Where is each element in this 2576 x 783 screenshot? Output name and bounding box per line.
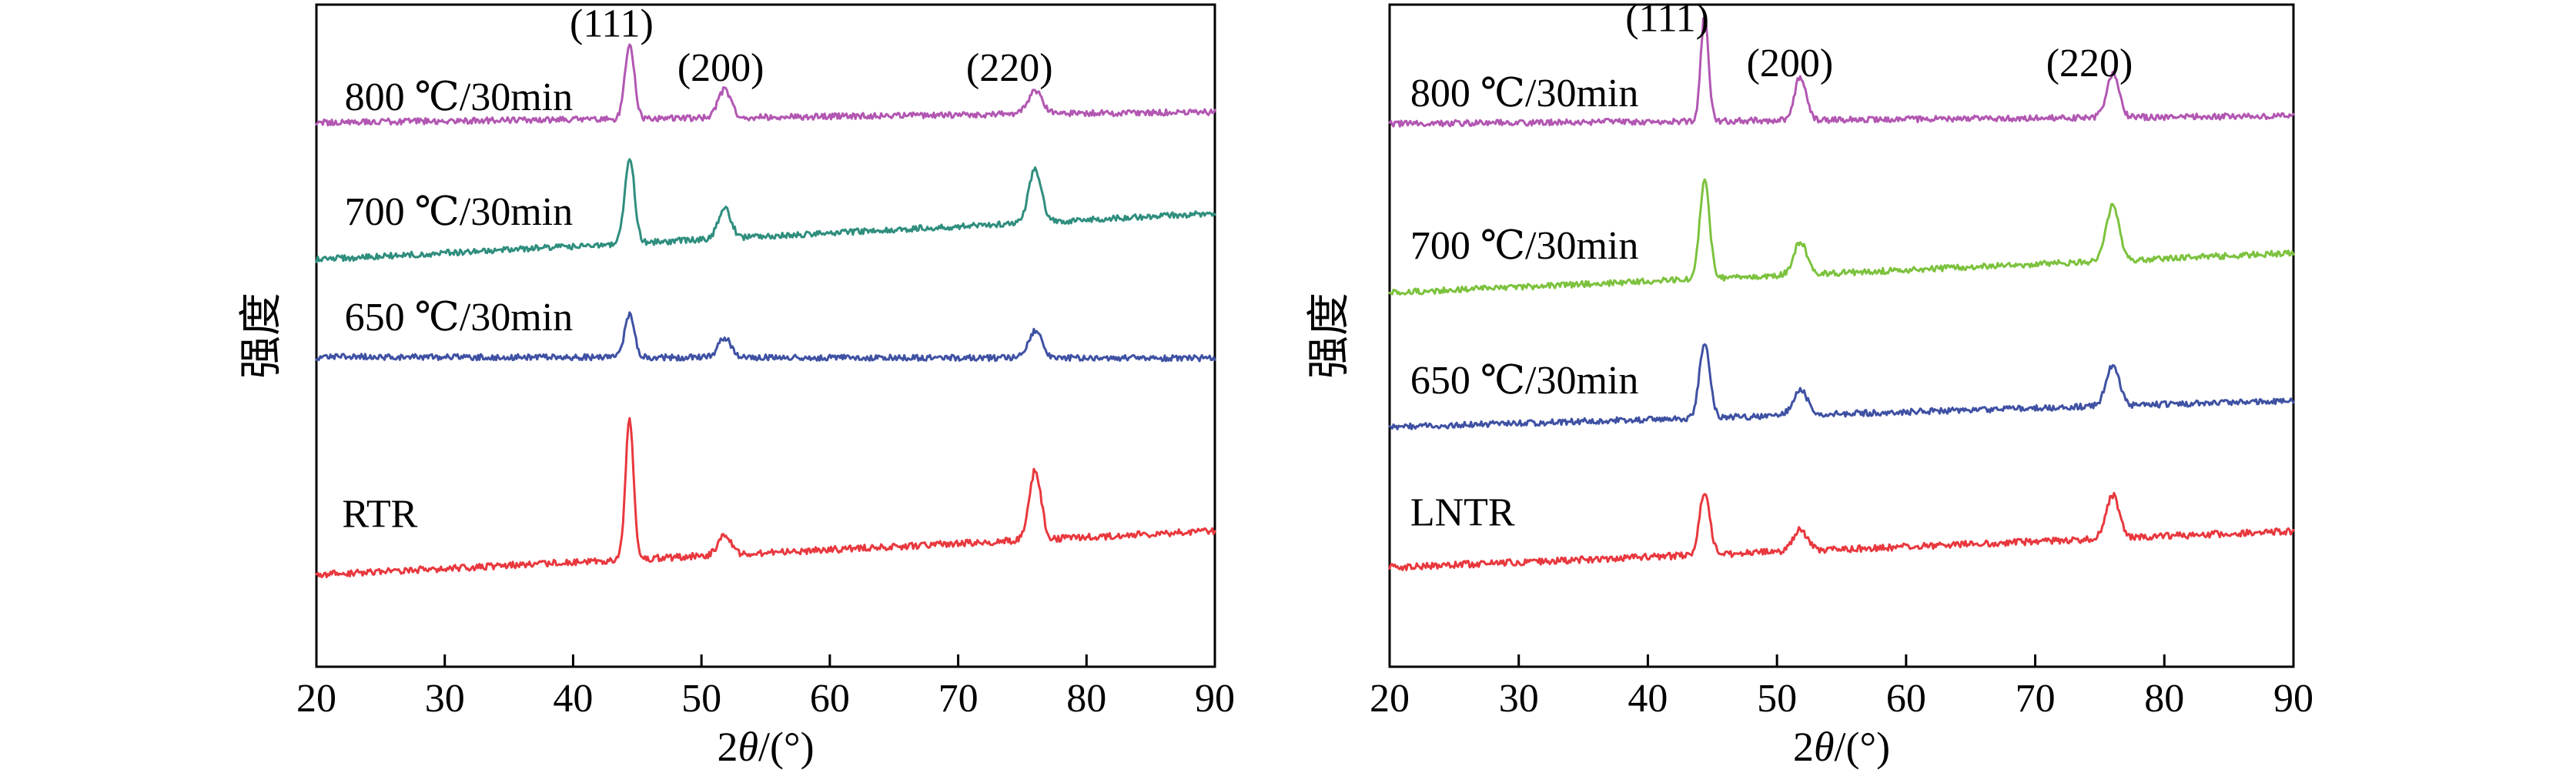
x-axis-label: 2θ/(°) (1793, 724, 1890, 770)
x-tick-label: 90 (1195, 677, 1235, 721)
x-tick-label: 30 (425, 677, 465, 721)
peak-label: (200) (1747, 42, 1834, 85)
peak-label: (111) (1625, 0, 1709, 40)
series-label: LNTR (1410, 491, 1515, 535)
series-curve (315, 311, 1216, 363)
series-curve (315, 158, 1216, 263)
x-tick-label: 20 (296, 677, 336, 721)
xrd-chart-right: 20 30 40 50 60 70 80 90 2θ/(°) 强度 LNTR 650 ℃/30min 7… (1306, 0, 2313, 770)
series-label: 800 ℃/30min (1410, 72, 1639, 115)
series-curve (315, 43, 1216, 127)
y-axis-label: 强度 (1306, 293, 1353, 379)
series-curve (1388, 15, 2295, 128)
x-tick-label: 70 (2016, 677, 2056, 721)
series-label: 800 ℃/30min (345, 75, 574, 119)
x-tick-label: 40 (1628, 677, 1668, 721)
peak-label: (200) (677, 46, 764, 90)
series-label: 650 ℃/30min (1410, 359, 1639, 403)
series-curve (315, 417, 1216, 579)
x-tick-label: 50 (681, 677, 721, 721)
x-axis-label: 2θ/(°) (717, 724, 814, 770)
series-curve (1388, 343, 2295, 430)
y-axis-label: 强度 (238, 293, 286, 379)
x-tick-label: 20 (1370, 677, 1410, 721)
peak-label: (220) (966, 46, 1053, 90)
plot-border (315, 3, 1216, 668)
x-tick-label: 30 (1499, 677, 1539, 721)
xrd-panel-left: 20 30 40 50 60 70 80 90 2θ/(°) 强度 RTR 650 ℃/30min 70… (238, 2, 1235, 770)
peak-label: (220) (2046, 42, 2133, 85)
series-curve (1388, 491, 2295, 571)
x-tick-label: 50 (1757, 677, 1797, 721)
series-curve (1388, 178, 2295, 296)
peak-label: (111) (570, 2, 654, 45)
plot-border (1388, 3, 2295, 668)
series-label: 700 ℃/30min (345, 190, 574, 234)
x-tick-label: 60 (810, 677, 850, 721)
series-label: 650 ℃/30min (345, 296, 574, 340)
x-tick-label: 40 (553, 677, 593, 721)
series-label: 700 ℃/30min (1410, 224, 1639, 268)
x-tick-label: 80 (1066, 677, 1106, 721)
x-tick-label: 80 (2144, 677, 2184, 721)
x-tick-label: 70 (938, 677, 979, 721)
xrd-panel-right: 20 30 40 50 60 70 80 90 2θ/(°) 强度 LNTR 650 ℃/30min 7… (1288, 0, 2576, 783)
x-tick-label: 90 (2273, 677, 2313, 721)
series-label: RTR (342, 493, 417, 537)
xrd-chart-left: 20 30 40 50 60 70 80 90 2θ/(°) 强度 RTR 650 ℃/30min 70… (238, 2, 1235, 770)
x-tick-label: 60 (1886, 677, 1926, 721)
